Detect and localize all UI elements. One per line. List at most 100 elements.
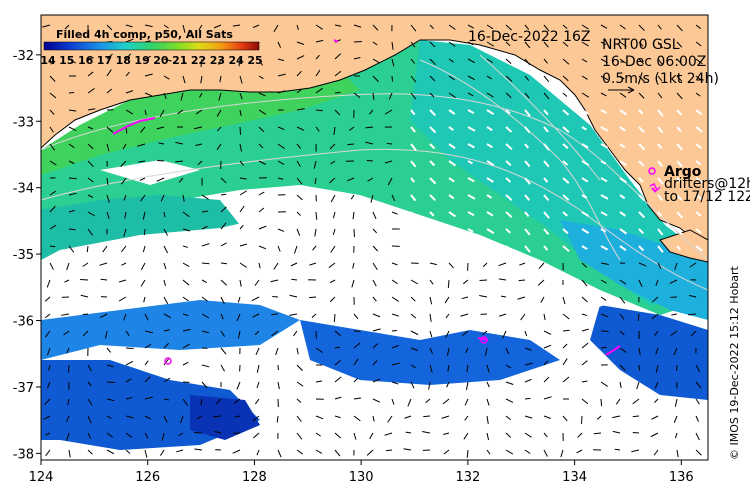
current-vector	[220, 330, 226, 337]
current-vector	[505, 24, 512, 31]
current-vector	[68, 126, 77, 131]
current-vector	[296, 88, 302, 94]
current-vector	[600, 194, 609, 200]
current-vector	[467, 109, 475, 115]
current-vector	[296, 398, 302, 403]
current-vector	[182, 194, 185, 202]
current-vector	[619, 279, 627, 285]
current-vector	[676, 228, 683, 236]
current-vector	[600, 92, 607, 97]
current-vector	[543, 41, 549, 48]
y-axis: -32 -33 -34 -35 -36 -37 -38	[13, 49, 41, 462]
current-vector	[293, 330, 298, 337]
current-vector	[87, 143, 94, 150]
current-vector	[429, 143, 436, 150]
current-vector	[255, 398, 260, 405]
current-vector	[657, 126, 664, 134]
current-vector	[372, 398, 381, 403]
current-vector	[68, 228, 76, 231]
current-vector	[252, 415, 260, 422]
drifter-track	[605, 345, 621, 356]
current-vector	[505, 245, 512, 252]
current-vector	[144, 376, 151, 383]
current-vector	[695, 143, 702, 149]
current-vector	[657, 24, 662, 30]
current-vector	[638, 75, 645, 83]
current-vector	[87, 177, 94, 183]
current-vector	[484, 347, 488, 356]
current-vector	[423, 415, 431, 418]
current-vector	[220, 364, 225, 372]
current-vector	[655, 364, 659, 373]
current-vector	[410, 211, 417, 219]
current-vector	[182, 245, 188, 248]
current-vector	[676, 41, 683, 48]
current-vector	[581, 194, 588, 199]
current-vector	[315, 347, 323, 353]
current-vector	[600, 24, 608, 29]
current-vector	[651, 313, 659, 320]
current-vector	[405, 431, 412, 434]
current-vector	[638, 228, 644, 235]
current-vector	[446, 347, 450, 356]
current-vector	[581, 279, 588, 287]
current-vector	[651, 415, 659, 420]
current-vector	[201, 225, 208, 230]
current-vector	[258, 225, 267, 230]
current-vector	[68, 109, 77, 112]
current-vector	[200, 75, 203, 84]
current-vector	[543, 344, 552, 349]
current-vector	[277, 73, 286, 77]
current-vector	[482, 262, 488, 268]
current-vector	[632, 431, 640, 434]
current-vector	[464, 398, 469, 406]
current-vector	[600, 211, 608, 217]
current-vector	[347, 143, 355, 146]
current-vector	[505, 75, 513, 82]
current-vector	[410, 41, 416, 48]
current-vector	[220, 313, 224, 320]
current-vector	[66, 432, 70, 441]
current-vector	[182, 279, 190, 286]
current-vector	[49, 109, 55, 115]
current-vector	[638, 211, 646, 219]
x-tick-label: 136	[669, 470, 694, 485]
current-vector	[277, 245, 281, 252]
current-vector	[270, 279, 279, 283]
current-vector	[429, 177, 437, 185]
current-vector	[163, 24, 169, 29]
current-vector	[410, 194, 417, 202]
current-vector	[201, 364, 210, 368]
current-vector	[581, 41, 589, 47]
current-vector	[498, 313, 507, 317]
current-vector	[180, 92, 184, 101]
x-tick-label: 130	[349, 470, 374, 485]
current-vector	[486, 381, 490, 388]
current-vector	[334, 24, 342, 27]
current-vector	[695, 24, 701, 29]
current-vector	[676, 194, 683, 201]
current-vector	[365, 141, 374, 145]
current-vector	[296, 228, 301, 236]
current-vector	[446, 381, 450, 388]
current-vector	[314, 177, 317, 185]
current-vector	[505, 228, 511, 234]
current-vector	[403, 448, 412, 451]
current-vector	[600, 245, 609, 251]
current-vector	[657, 143, 663, 149]
current-vector	[619, 109, 628, 116]
current-vector	[410, 109, 416, 116]
current-vector	[562, 177, 570, 184]
current-vector	[296, 177, 303, 185]
current-vector	[163, 342, 170, 349]
current-vector	[161, 432, 165, 441]
current-vector	[277, 449, 282, 458]
sst-field	[41, 40, 708, 450]
current-vector	[391, 262, 398, 266]
current-vector	[486, 211, 494, 217]
current-vector	[562, 415, 568, 422]
current-vector	[543, 211, 550, 219]
current-vector	[309, 262, 317, 266]
current-vector	[334, 109, 341, 116]
current-vector	[49, 126, 54, 133]
